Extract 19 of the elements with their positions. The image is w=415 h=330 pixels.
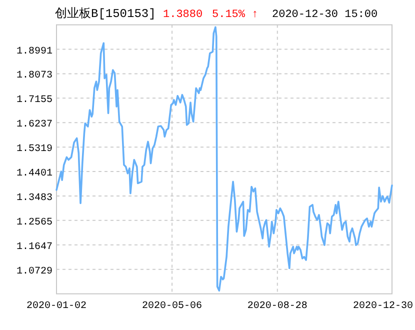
y-tick-label: 1.4401 [16,168,52,180]
text: 2020-12-30 15:00 [272,9,378,21]
y-tick-label: 1.8073 [16,70,52,82]
y-tick-label: 1.5319 [16,144,52,156]
text: 5.15% ↑ [212,9,258,21]
y-tick-label: 1.0729 [16,266,52,278]
x-tick-label: 2020-08-28 [247,300,308,312]
x-tick-label: 2020-05-06 [142,300,202,312]
y-tick-label: 1.1647 [16,242,52,253]
y-tick-label: 1.3483 [16,192,52,204]
y-tick-label: 1.2565 [16,217,52,228]
y-tick-label: 1.8991 [16,46,52,58]
x-tick-label: 2020-01-02 [26,300,87,312]
chart-title: 创业板B[150153] [55,7,156,21]
x-tick-label: 2020-12-30 [352,300,413,312]
y-tick-label: 1.6237 [16,120,52,131]
text: 1.3880 [163,9,203,21]
y-tick-label: 1.7155 [16,95,52,106]
line-series [56,26,393,292]
